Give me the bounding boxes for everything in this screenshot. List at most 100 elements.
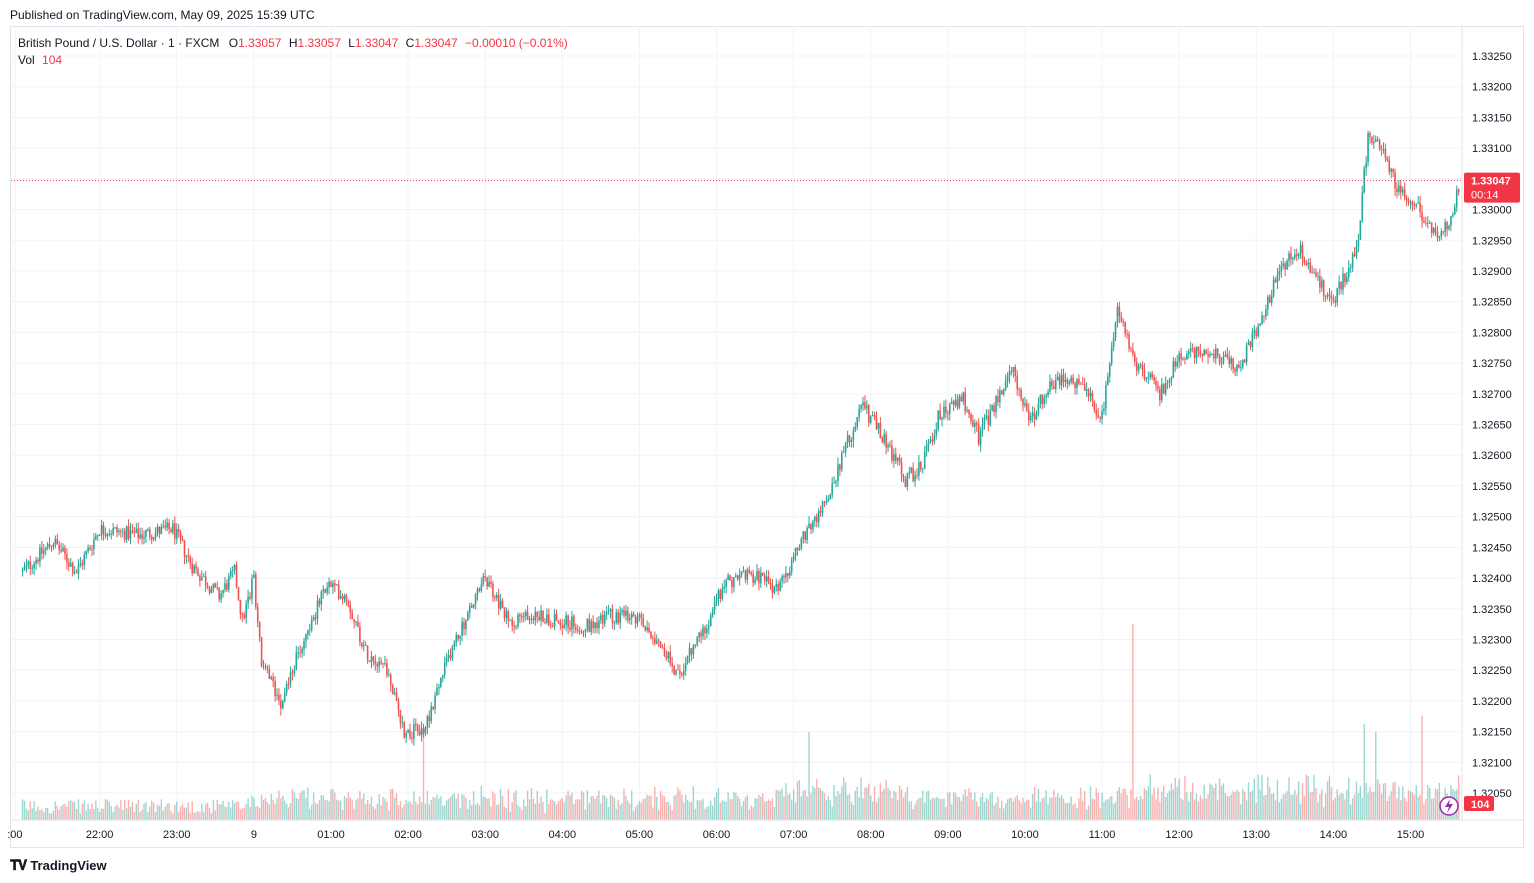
- volume-bar: [1361, 797, 1363, 820]
- candle-body: [372, 656, 375, 661]
- candle-body: [854, 426, 857, 431]
- candle-body: [1209, 354, 1211, 357]
- volume-bar: [1220, 785, 1223, 820]
- volume-bar: [222, 800, 224, 820]
- candle-body: [1349, 267, 1352, 269]
- candle-body: [35, 559, 37, 564]
- volume-bar: [868, 783, 870, 820]
- price-tick-label: 1.32350: [1472, 604, 1512, 616]
- volume-bar: [927, 790, 930, 820]
- candle-body: [1081, 383, 1084, 385]
- candle-body: [1166, 382, 1169, 384]
- candle-body: [665, 656, 668, 659]
- candle-body: [73, 572, 76, 574]
- candle-body: [505, 611, 508, 618]
- volume-bar: [23, 800, 26, 820]
- volume-bar: [1199, 795, 1202, 820]
- volume-bar: [567, 790, 569, 820]
- volume-bar: [1164, 796, 1167, 820]
- volume-bar: [1116, 790, 1119, 820]
- volume-bar: [195, 812, 197, 820]
- volume-bar: [1207, 794, 1209, 820]
- legend-symbol[interactable]: British Pound / U.S. Dollar · 1 · FXCM: [18, 36, 220, 50]
- volume-bar: [625, 795, 627, 820]
- legend-high-value: 1.33057: [297, 36, 341, 50]
- volume-bar: [413, 791, 415, 820]
- candle-body: [611, 609, 614, 623]
- volume-bar: [981, 793, 984, 820]
- volume-bar: [810, 792, 812, 820]
- candle-body: [206, 585, 209, 588]
- candle-body: [324, 589, 327, 593]
- candle-body: [1216, 348, 1219, 356]
- volume-bar: [1261, 774, 1263, 820]
- volume-bar: [715, 792, 718, 820]
- volume-bar: [1188, 801, 1190, 820]
- candle-body: [889, 444, 891, 446]
- volume-bar: [914, 804, 916, 820]
- volume-bar: [1178, 779, 1180, 820]
- volume-bar: [1078, 798, 1080, 820]
- candle-body: [1068, 381, 1071, 384]
- candle-body: [1311, 272, 1313, 274]
- candle-body: [93, 539, 95, 550]
- time-tick-label: 01:00: [317, 829, 345, 841]
- volume-bar: [1423, 803, 1425, 820]
- tradingview-logo[interactable]: 𝐓𝐕 TradingView: [10, 857, 107, 874]
- volume-bar: [284, 800, 286, 820]
- candle-body: [686, 656, 689, 663]
- candle-body: [1078, 378, 1080, 384]
- volume-bar: [490, 806, 492, 820]
- volume-bar: [401, 807, 404, 820]
- candle-body: [1089, 392, 1092, 397]
- volume-bar: [1016, 795, 1018, 820]
- volume-bar: [357, 798, 359, 820]
- candle-body: [1130, 348, 1132, 350]
- candle-body: [1251, 332, 1254, 348]
- volume-bar: [833, 784, 835, 820]
- volume-bar: [337, 800, 340, 820]
- volume-bar: [442, 805, 444, 820]
- candle-body: [553, 613, 556, 627]
- candle-body: [682, 670, 685, 676]
- candle-body: [1376, 139, 1379, 141]
- candle-body: [700, 632, 702, 637]
- volume-bar: [1028, 800, 1030, 820]
- candle-body: [1024, 403, 1026, 406]
- volume-bar: [1022, 797, 1024, 820]
- candle-body: [640, 614, 643, 619]
- candle-body: [181, 539, 184, 542]
- volume-bar: [1166, 793, 1169, 820]
- candle-body: [1041, 395, 1044, 405]
- time-tick-label: 12:00: [1165, 829, 1193, 841]
- volume-bar: [1020, 803, 1022, 820]
- volume-bar: [430, 799, 432, 820]
- candle-body: [555, 613, 558, 621]
- candle-body: [613, 622, 616, 624]
- volume-bar: [505, 808, 508, 820]
- candle-body: [154, 532, 157, 538]
- volume-bar: [1324, 793, 1327, 820]
- candle-body: [721, 588, 724, 599]
- volume-bar: [124, 800, 126, 820]
- legend-volume-label[interactable]: Vol: [18, 53, 35, 67]
- lightning-icon[interactable]: [1439, 796, 1459, 816]
- candle-body: [494, 596, 496, 598]
- volume-bar: [1403, 797, 1406, 820]
- candle-body: [896, 457, 899, 461]
- candle-body: [1093, 400, 1096, 410]
- volume-bar: [1222, 783, 1225, 820]
- candle-body: [1452, 214, 1454, 217]
- volume-bar: [958, 797, 961, 820]
- volume-bar: [762, 793, 764, 820]
- candle-body: [948, 403, 951, 415]
- volume-bar: [898, 785, 901, 820]
- candle-body: [301, 649, 303, 653]
- volume-bar: [1394, 781, 1396, 820]
- candle-body: [1297, 253, 1300, 257]
- candle-body: [931, 439, 934, 442]
- chart-frame[interactable]: [10, 26, 1524, 848]
- volume-bar: [970, 792, 972, 820]
- candle-body: [25, 564, 28, 568]
